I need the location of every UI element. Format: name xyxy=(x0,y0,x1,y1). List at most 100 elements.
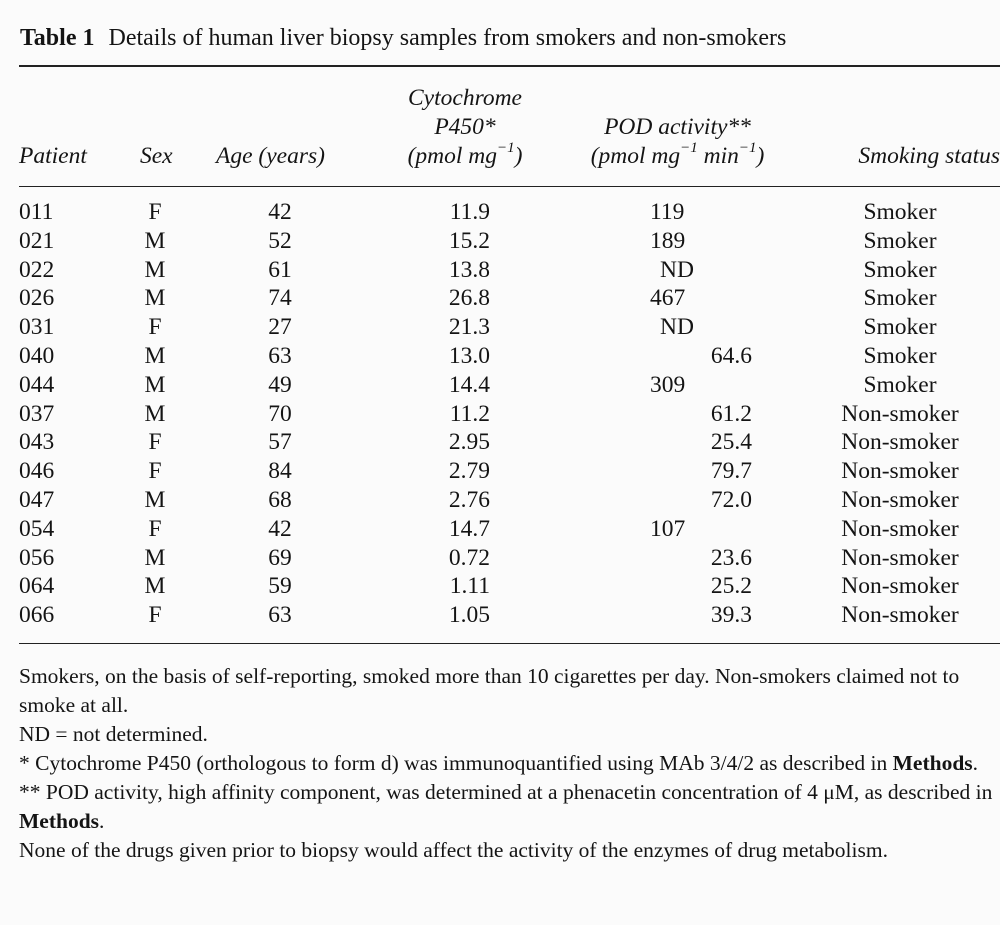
cell-cytochrome: 14.7 xyxy=(448,515,490,542)
cell-age: 42 xyxy=(268,199,292,225)
cell-smoking-status: Non-smoker xyxy=(841,429,959,456)
cell-age: 52 xyxy=(268,227,292,254)
cell-age: 68 xyxy=(268,487,292,513)
cell-sex: M xyxy=(144,227,166,254)
cell-smoking-status: Non-smoker xyxy=(841,515,959,542)
cell-cytochrome: 14.4 xyxy=(448,371,490,398)
cell-age: 70 xyxy=(268,400,292,427)
cell-sex: M xyxy=(144,371,166,398)
table-title: Details of human liver biopsy samples fr… xyxy=(108,25,787,51)
note-nd: ND = not determined. xyxy=(19,722,208,746)
cell-age: 42 xyxy=(268,515,292,542)
cell-patient: 066 xyxy=(19,602,55,629)
cell-smoking-status: Non-smoker xyxy=(841,400,959,427)
cell-smoking-status: Smoker xyxy=(863,285,937,312)
cell-cytochrome: 0.72 xyxy=(448,544,490,571)
cell-sex: M xyxy=(144,256,166,283)
cell-pod: 119 xyxy=(650,199,685,225)
cell-patient: 040 xyxy=(19,343,55,369)
cell-smoking-status: Smoker xyxy=(863,343,937,369)
cell-pod: 79.7 xyxy=(710,458,752,485)
header-sex: Sex xyxy=(140,143,173,169)
cell-pod: 25.2 xyxy=(710,573,752,600)
cell-smoking-status: Non-smoker xyxy=(841,573,959,600)
cell-patient: 031 xyxy=(19,314,55,341)
cell-age: 69 xyxy=(268,544,292,571)
cell-sex: M xyxy=(144,573,166,600)
cell-pod: 61.2 xyxy=(710,400,752,427)
cell-cytochrome: 2.76 xyxy=(448,487,490,513)
cell-sex: F xyxy=(148,429,162,456)
cell-sex: M xyxy=(144,285,166,312)
header-cyp-unit: (pmol mg−1) xyxy=(407,140,523,169)
cell-sex: F xyxy=(148,602,162,629)
cell-pod: 72.0 xyxy=(710,487,752,513)
cell-smoking-status: Smoker xyxy=(863,227,937,254)
header-patient: Patient xyxy=(19,143,87,169)
cell-patient: 064 xyxy=(19,573,55,600)
cell-patient: 043 xyxy=(19,429,55,456)
cell-patient: 011 xyxy=(19,199,54,225)
cell-cytochrome: 1.05 xyxy=(448,602,490,629)
note-cytochrome: * Cytochrome P450 (orthologous to form d… xyxy=(19,751,979,775)
cell-age: 57 xyxy=(268,429,292,456)
cell-sex: M xyxy=(144,487,166,513)
cell-pod: 189 xyxy=(650,227,686,254)
cell-smoking-status: Smoker xyxy=(863,199,937,225)
cell-patient: 046 xyxy=(19,458,55,485)
cell-cytochrome: 13.0 xyxy=(448,343,490,369)
cell-smoking-status: Non-smoker xyxy=(841,487,959,513)
cell-age: 63 xyxy=(268,602,292,629)
cell-patient: 044 xyxy=(19,371,55,398)
cell-patient: 056 xyxy=(19,544,55,571)
cell-sex: F xyxy=(148,314,162,341)
cell-cytochrome: 1.11 xyxy=(449,573,490,600)
note-pod: ** POD activity, high affinity component… xyxy=(19,780,993,833)
cell-sex: F xyxy=(148,199,162,225)
header-smoking: Smoking status xyxy=(858,143,1000,169)
cell-pod: 467 xyxy=(650,285,686,312)
table-label: Table 1 xyxy=(20,25,95,51)
cell-pod: 64.6 xyxy=(710,343,752,369)
cell-pod: 25.4 xyxy=(710,429,752,456)
cell-pod: ND xyxy=(660,256,694,283)
cell-age: 74 xyxy=(268,285,292,312)
cell-patient: 054 xyxy=(19,515,55,542)
header-pod-unit: (pmol mg−1 min−1) xyxy=(590,140,765,169)
cell-pod: 107 xyxy=(650,515,686,542)
cell-age: 59 xyxy=(268,573,292,600)
cell-smoking-status: Non-smoker xyxy=(841,544,959,571)
cell-pod: ND xyxy=(660,314,694,341)
cell-sex: M xyxy=(144,544,166,571)
cell-sex: M xyxy=(144,343,166,369)
cell-cytochrome: 11.9 xyxy=(449,199,490,225)
table-caption: Table 1 Details of human liver biopsy sam… xyxy=(20,24,786,52)
cell-age: 49 xyxy=(268,371,292,398)
cell-patient: 021 xyxy=(19,227,55,254)
cell-patient: 047 xyxy=(19,487,55,513)
cell-cytochrome: 2.95 xyxy=(448,429,490,456)
top-rule xyxy=(19,65,1000,67)
cell-sex: F xyxy=(148,458,162,485)
cell-sex: M xyxy=(144,400,166,427)
cell-sex: F xyxy=(148,515,162,542)
note-smokers: Smokers, on the basis of self-reporting,… xyxy=(19,664,960,717)
cell-patient: 026 xyxy=(19,285,55,312)
header-age: Age (years) xyxy=(216,143,325,169)
cell-cytochrome: 11.2 xyxy=(449,400,490,427)
cell-cytochrome: 2.79 xyxy=(448,458,490,485)
header-pod-line1: POD activity** xyxy=(604,114,751,140)
header-cyp-line1: Cytochrome xyxy=(408,85,522,111)
bottom-rule xyxy=(19,643,1000,644)
note-drugs: None of the drugs given prior to biopsy … xyxy=(19,838,888,862)
cell-pod: 309 xyxy=(650,371,686,398)
cell-patient: 022 xyxy=(19,256,55,283)
cell-smoking-status: Smoker xyxy=(863,256,937,283)
cell-patient: 037 xyxy=(19,400,55,427)
cell-smoking-status: Smoker xyxy=(863,314,937,341)
cell-cytochrome: 13.8 xyxy=(448,256,490,283)
cell-age: 84 xyxy=(268,458,292,485)
cell-smoking-status: Smoker xyxy=(863,371,937,398)
cell-smoking-status: Non-smoker xyxy=(841,458,959,485)
table-notes: Smokers, on the basis of self-reporting,… xyxy=(19,662,1000,865)
